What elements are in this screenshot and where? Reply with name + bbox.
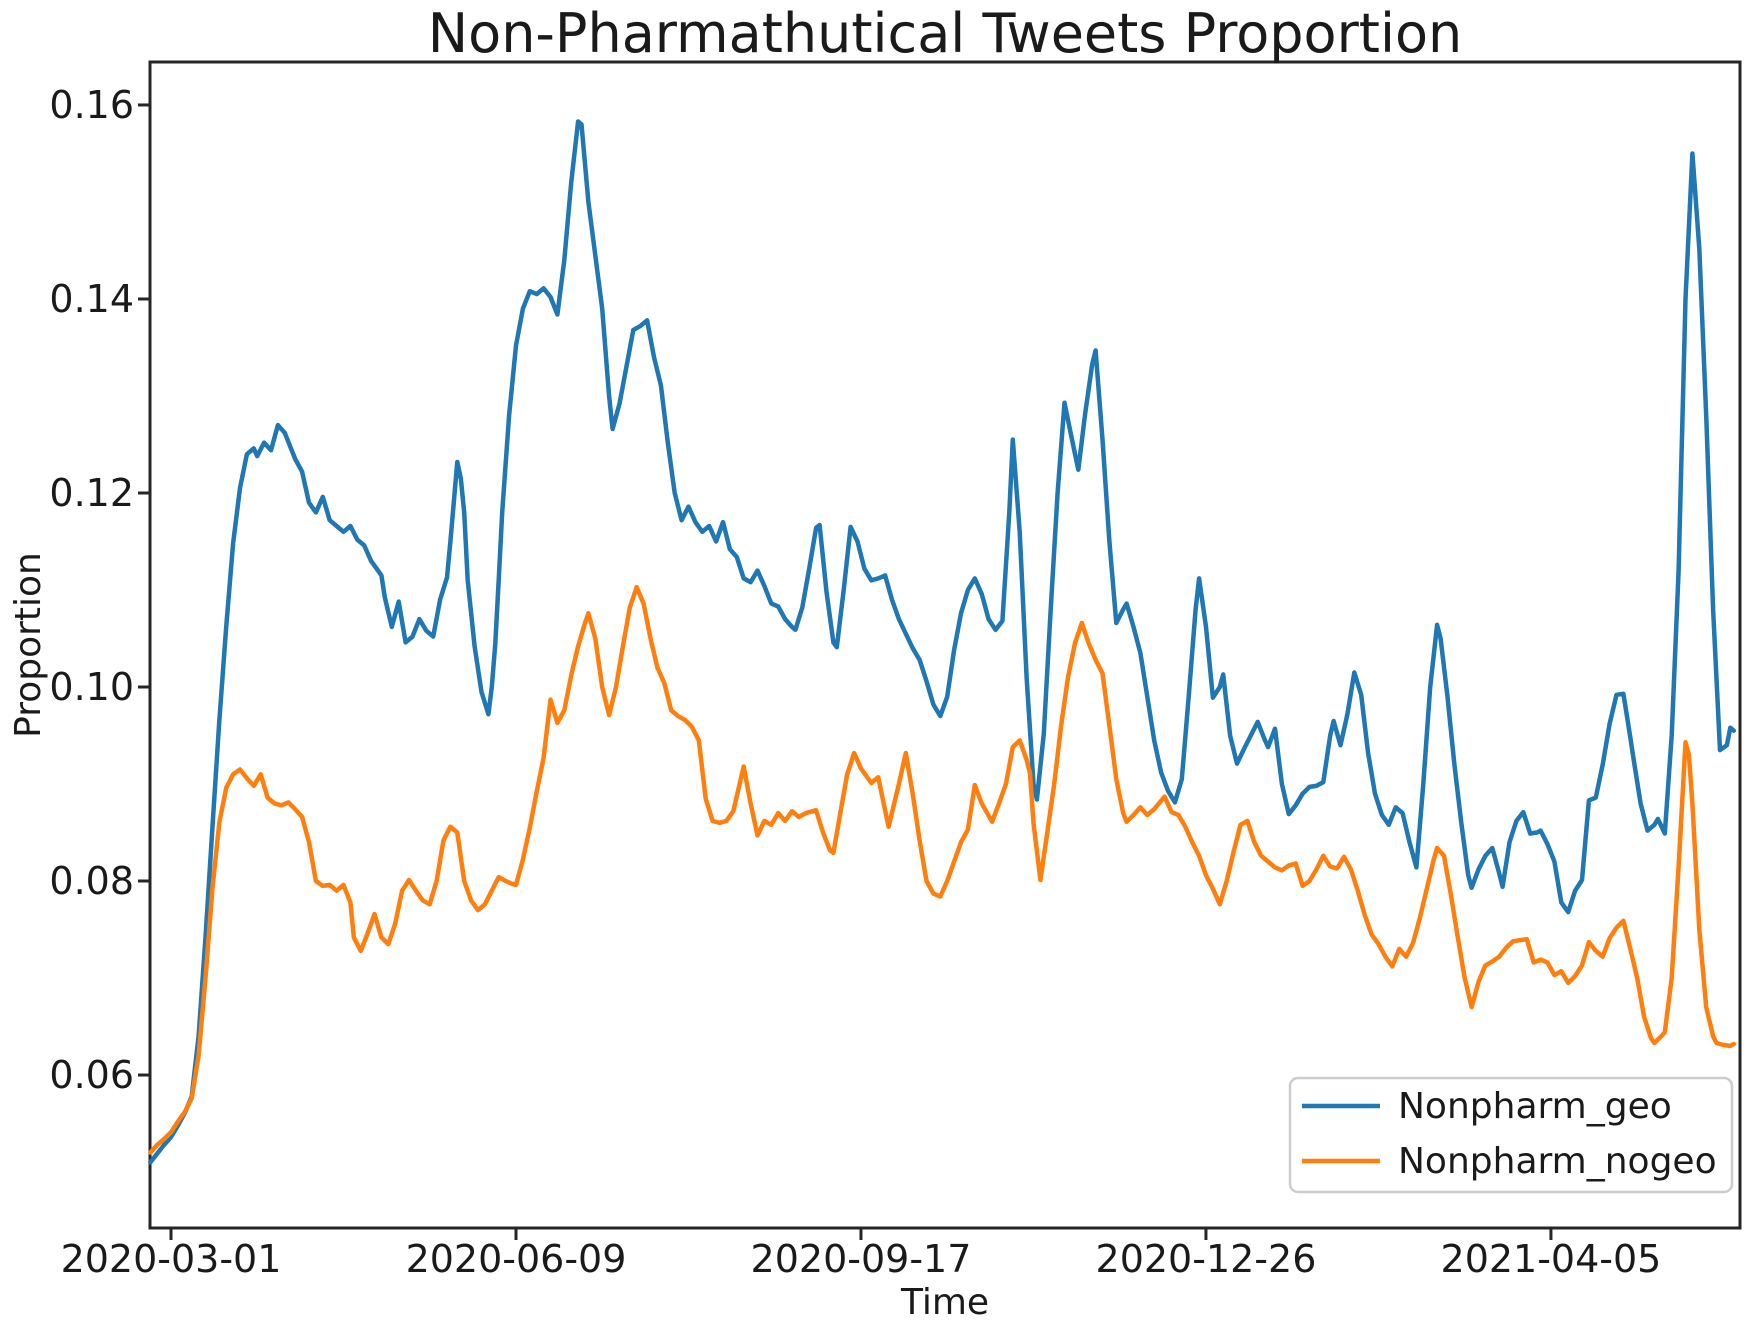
y-tick-label: 0.10 — [49, 665, 134, 709]
y-axis-label: Proportion — [8, 552, 49, 738]
x-tick-label: 2020-06-09 — [406, 1237, 627, 1281]
chart-title: Non-Pharmathutical Tweets Proportion — [428, 2, 1462, 65]
x-tick-label: 2021-04-05 — [1441, 1237, 1662, 1281]
x-axis-ticks: 2020-03-01 2020-06-09 2020-09-17 2020-12-26… — [61, 1228, 1662, 1281]
x-tick-label: 2020-12-26 — [1096, 1237, 1317, 1281]
legend-box — [1288, 1076, 1734, 1194]
series-line-nonpharm_nogeo — [148, 584, 1737, 1155]
legend: Nonpharm_geo Nonpharm_nogeo — [1288, 1076, 1734, 1194]
x-tick-label: 2020-09-17 — [751, 1237, 972, 1281]
x-tick-label: 2020-03-01 — [61, 1237, 282, 1281]
legend-label-nonpharm-geo: Nonpharm_geo — [1398, 1086, 1672, 1127]
y-tick-label: 0.16 — [49, 83, 134, 127]
series-lines — [148, 119, 1737, 1165]
x-axis-label: Time — [900, 1282, 989, 1323]
y-tick-label: 0.12 — [49, 471, 134, 515]
y-tick-label: 0.08 — [49, 859, 134, 903]
legend-label-nonpharm-nogeo: Nonpharm_nogeo — [1398, 1141, 1717, 1182]
y-axis-ticks: 0.06 0.08 0.10 0.12 0.14 0.16 — [49, 83, 150, 1097]
y-tick-label: 0.06 — [49, 1053, 134, 1097]
y-tick-label: 0.14 — [49, 277, 134, 321]
plot-area — [148, 60, 1742, 1230]
series-line-nonpharm_geo — [148, 119, 1737, 1165]
